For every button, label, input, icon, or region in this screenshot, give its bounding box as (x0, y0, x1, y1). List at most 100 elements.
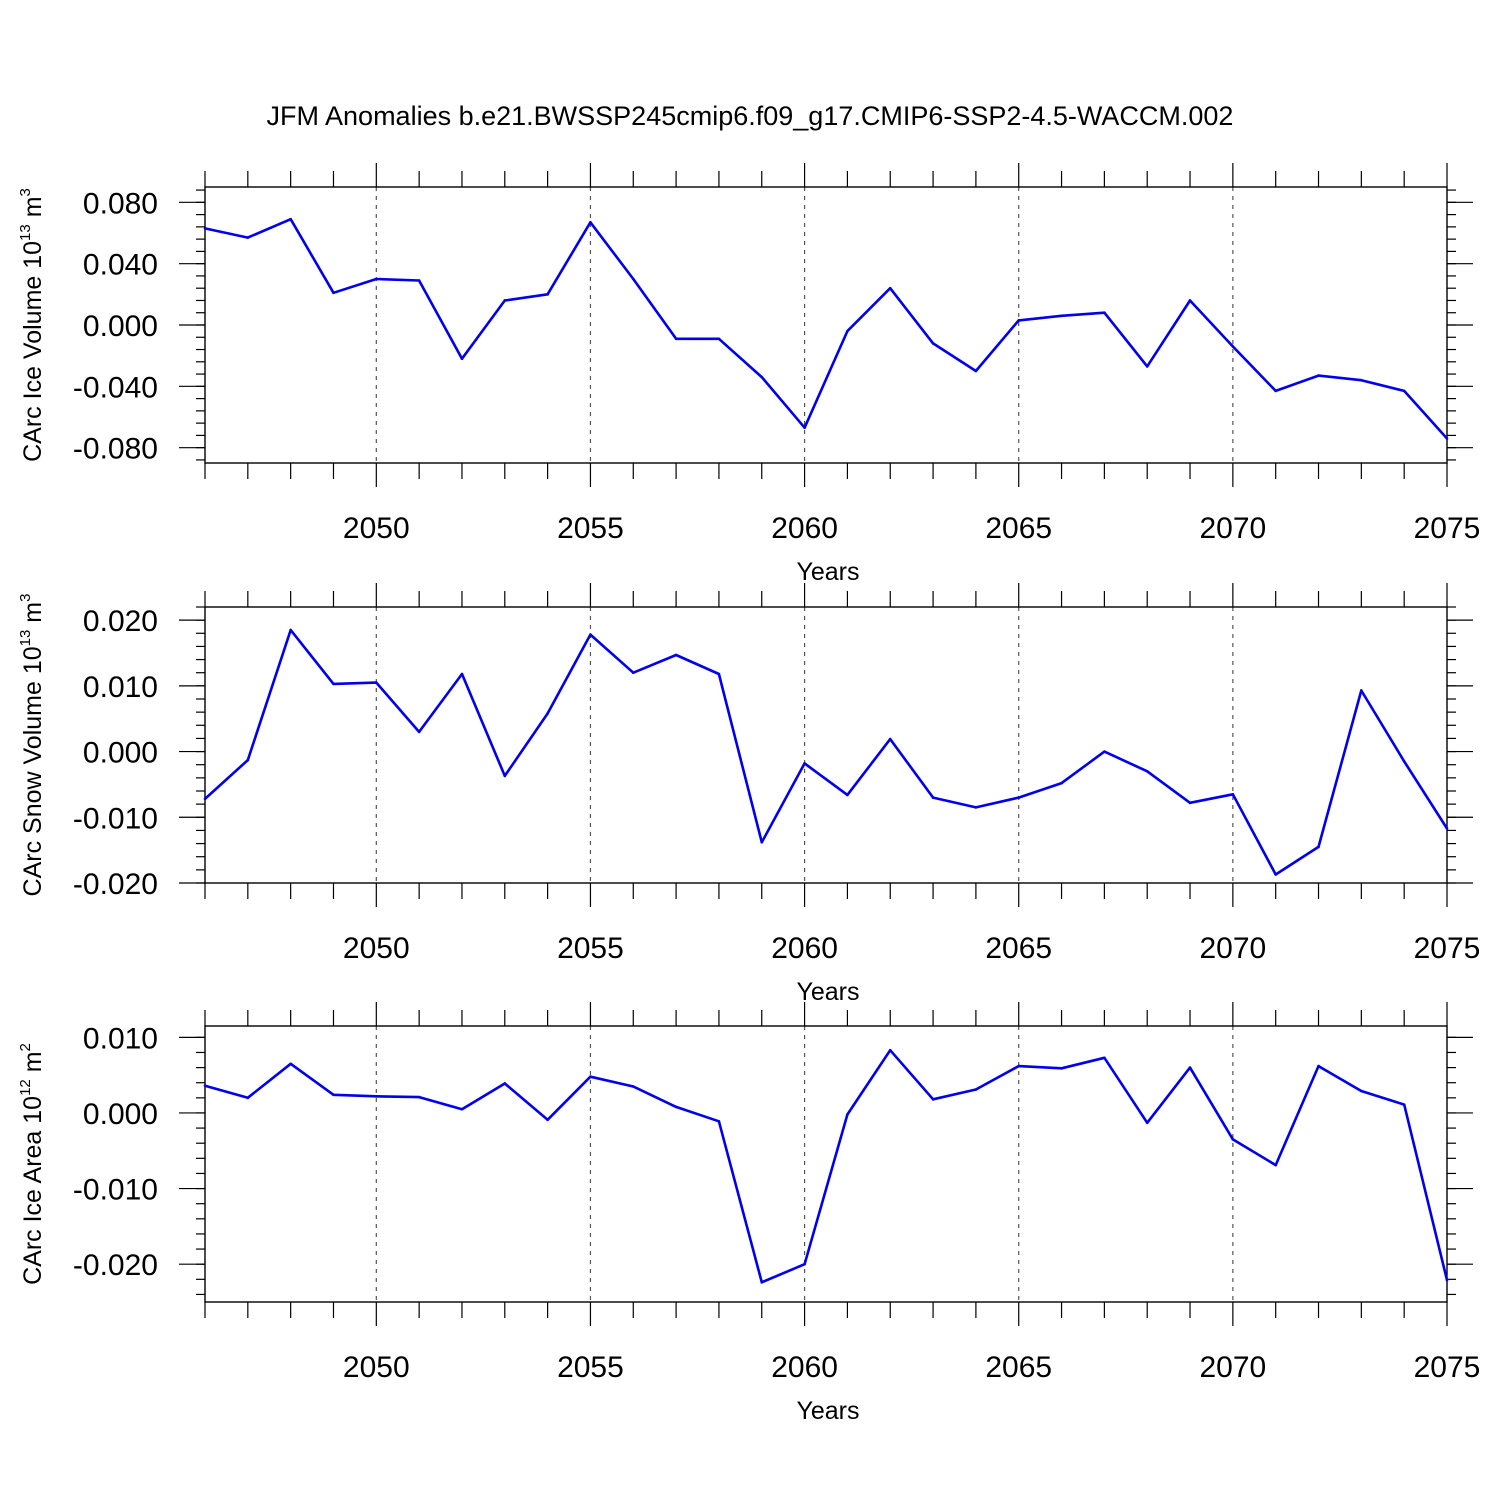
data-point (1317, 1064, 1320, 1068)
y-label-main: CArc Ice Area 10 (19, 1096, 47, 1285)
data-point (1402, 389, 1406, 393)
y-tick-label: 0.010 (83, 671, 158, 704)
chart-title: JFM Anomalies b.e21.BWSSP245cmip6.f09_g1… (267, 101, 1234, 131)
data-point (1145, 365, 1149, 368)
data-point (1188, 1066, 1192, 1069)
data-point (674, 337, 678, 341)
y-tick-label: 0.000 (83, 737, 158, 770)
chart-panels: 2050 2055 2060 2065 2070 2075 Years 0.080 0.040 0… (17, 163, 1480, 1425)
data-point (1017, 1064, 1021, 1068)
data-point (546, 712, 549, 715)
data-point (460, 1107, 464, 1111)
y-tick-label: -0.010 (73, 802, 158, 835)
data-point (1231, 345, 1235, 348)
data-point (974, 369, 978, 373)
x-tick-label: 2055 (557, 512, 624, 545)
data-point (760, 375, 764, 379)
x-tick-label: 2060 (771, 512, 838, 545)
plot-frame (204, 606, 1448, 884)
data-point (717, 672, 721, 676)
data-point (1060, 314, 1063, 318)
data-point (246, 1096, 250, 1100)
y-axis-label: CArc Ice Volume 1013 m3 (17, 188, 47, 462)
data-point (1360, 689, 1363, 692)
data-point (760, 1281, 764, 1284)
y-tick-label: 0.010 (83, 1022, 158, 1055)
series-line (204, 1048, 1449, 1284)
data-point (631, 277, 635, 281)
data-point (546, 1118, 549, 1122)
data-point (203, 1084, 207, 1088)
y-tick-label: -0.040 (73, 371, 158, 404)
data-point (803, 1262, 806, 1266)
x-tick-label: 2075 (1414, 932, 1481, 965)
y-tick-label: 0.020 (83, 605, 158, 638)
data-point (332, 682, 335, 686)
data-point (1017, 796, 1021, 799)
y-label-unit: m (19, 1051, 47, 1079)
x-tick-label: 2075 (1414, 512, 1481, 545)
data-point (375, 681, 378, 684)
data-point (931, 342, 935, 345)
data-point (888, 737, 892, 741)
panel-2: 2050 2055 2060 2065 2070 2075 Years 0.020 0.010 0… (17, 583, 1480, 1006)
y-axis-label: CArc Ice Area 1012 m2 (17, 1043, 47, 1285)
data-point (417, 730, 421, 734)
data-point (1188, 299, 1192, 302)
data-point (289, 1062, 292, 1066)
data-point (1103, 1056, 1106, 1060)
y-tick-label: 0.000 (83, 1098, 158, 1131)
data-point (1274, 389, 1277, 393)
x-tick-label: 2070 (1199, 1351, 1266, 1384)
x-tick-label: 2065 (985, 1351, 1052, 1384)
x-axis-label: Years (796, 558, 859, 586)
data-point (1402, 1103, 1406, 1106)
data-point (674, 653, 678, 657)
data-point (589, 1075, 592, 1078)
y-tick-label: -0.020 (73, 868, 158, 901)
data-point (460, 357, 464, 361)
data-point (631, 671, 635, 675)
data-point (931, 1098, 935, 1101)
data-point (1274, 1163, 1277, 1167)
panel-1: 2050 2055 2060 2065 2070 2075 Years 0.080 0.040 0… (17, 163, 1480, 586)
y-label-unit: m (19, 196, 47, 224)
panel-3: 2050 2055 2060 2065 2070 2075 Years 0.010 0.000 -… (17, 1002, 1480, 1425)
x-tick-label: 2060 (771, 932, 838, 965)
data-point (503, 774, 507, 778)
data-point (289, 628, 292, 632)
data-point (1360, 378, 1363, 382)
y-label-main: CArc Snow Volume 10 (19, 646, 47, 896)
data-point (888, 286, 892, 290)
data-point (846, 329, 849, 333)
x-tick-label: 2050 (343, 932, 410, 965)
data-point (717, 337, 721, 341)
x-tick-label: 2070 (1199, 932, 1266, 965)
data-point (1103, 750, 1106, 753)
y-label-unit-exponent: 3 (17, 188, 34, 196)
x-tick-label: 2050 (343, 512, 410, 545)
data-point (503, 1082, 507, 1085)
data-point (546, 293, 549, 296)
x-tick-label: 2065 (985, 512, 1052, 545)
x-axis-label: Years (796, 978, 859, 1006)
data-point (1274, 873, 1277, 876)
data-point (1188, 801, 1192, 805)
y-tick-label: -0.020 (73, 1249, 158, 1282)
x-tick-label: 2075 (1414, 1351, 1481, 1384)
y-tick-label: -0.010 (73, 1174, 158, 1207)
data-point (589, 633, 592, 636)
data-point (974, 1088, 978, 1091)
data-point (417, 279, 421, 282)
data-point (1103, 311, 1106, 315)
data-point (460, 672, 464, 676)
data-point (846, 1113, 849, 1116)
data-point (674, 1105, 678, 1109)
x-axis-label: Years (796, 1397, 859, 1425)
data-point (803, 426, 806, 430)
y-label-main: CArc Ice Volume 10 (19, 241, 47, 462)
data-point (846, 793, 849, 797)
y-label-unit-exponent: 2 (17, 1043, 34, 1051)
y-label-unit-exponent: 3 (17, 594, 34, 602)
